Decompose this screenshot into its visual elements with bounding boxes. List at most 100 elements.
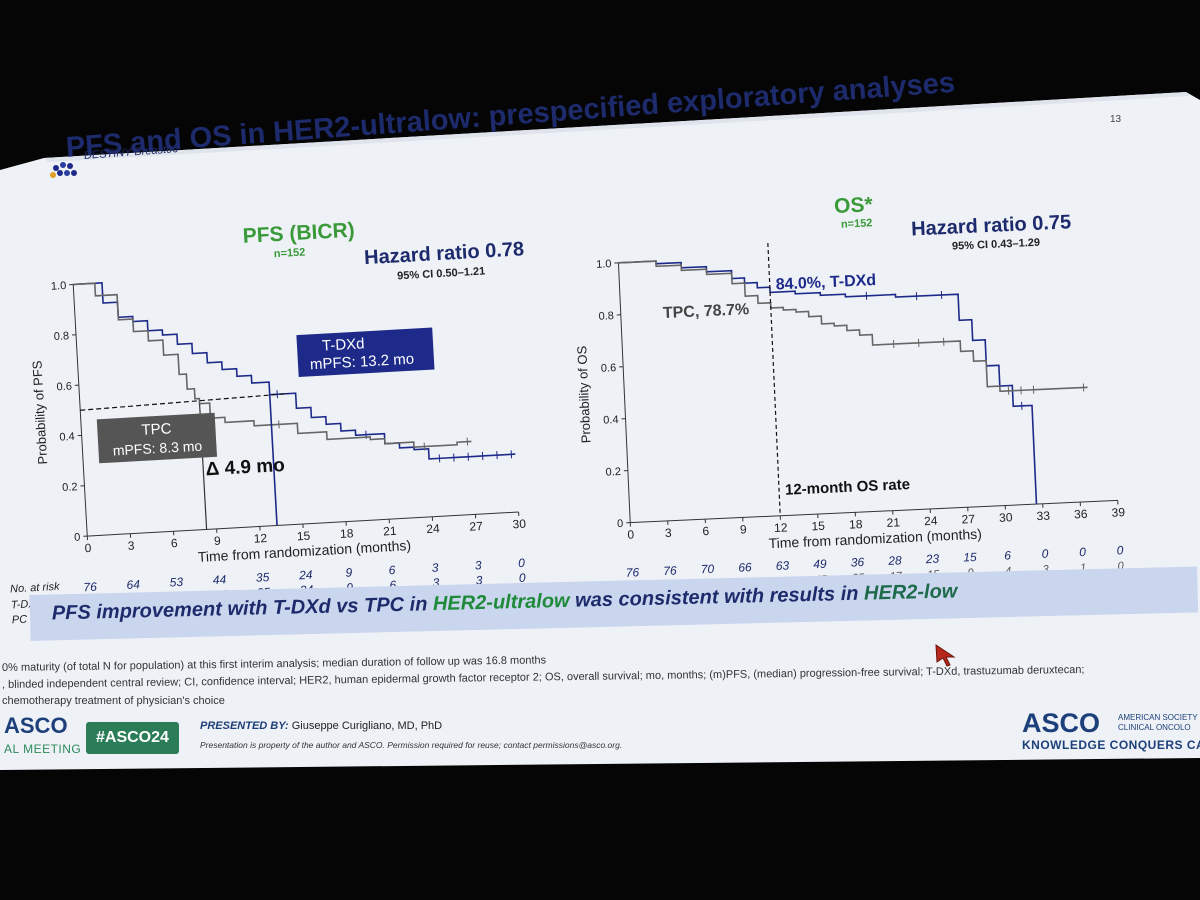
pfs-median-line bbox=[80, 392, 289, 411]
pfs-x-tick-label: 15 bbox=[297, 529, 311, 544]
os-at-risk-tdxd-value: 76 bbox=[663, 564, 677, 579]
os-at-risk-tpc-value: 1 bbox=[1080, 562, 1087, 574]
os-series-tpc bbox=[618, 260, 1088, 393]
os-tdxd-rate: 84.0%, T-DXd bbox=[775, 272, 876, 294]
pfs-tdxd-box-line2: mPFS: 13.2 mo bbox=[310, 351, 415, 374]
pfs-at-risk-value: 24 bbox=[298, 568, 313, 583]
asco-logo-right: ASCO bbox=[1022, 708, 1101, 738]
os-x-tick-label: 21 bbox=[886, 515, 900, 530]
os-ci: 95% CI 0.43–1.29 bbox=[952, 237, 1041, 253]
pfs-x-tick-label: 24 bbox=[426, 521, 440, 536]
os-x-tick-label: 9 bbox=[740, 522, 748, 536]
os-at-risk-tdxd-value: 76 bbox=[626, 565, 640, 580]
os-title: OS* bbox=[834, 193, 874, 218]
pfs-x-tick-label: 6 bbox=[170, 536, 178, 550]
os-y-axis-label: Probability of OS bbox=[574, 345, 593, 443]
os-at-risk-tdxd-value: 36 bbox=[851, 555, 865, 570]
os-x-tick-label: 18 bbox=[849, 517, 863, 532]
os-at-risk-tdxd-value: 0 bbox=[1079, 545, 1087, 559]
os-x-tick-label: 33 bbox=[1036, 509, 1050, 524]
os-at-risk-tdxd-value: 70 bbox=[701, 562, 715, 577]
pfs-hazard-ratio: Hazard ratio 0.78 bbox=[364, 238, 525, 269]
os-n: n=152 bbox=[841, 217, 873, 230]
os-hazard-ratio: Hazard ratio 0.75 bbox=[911, 211, 1072, 240]
os-at-risk-tpc-value: 3 bbox=[1042, 564, 1050, 576]
pfs-at-risk-value: 3 bbox=[475, 558, 483, 572]
pfs-at-risk-tdxd-value: 6 bbox=[389, 578, 397, 592]
pfs-at-risk-value: 9 bbox=[345, 565, 353, 579]
pfs-n: n=152 bbox=[273, 246, 305, 260]
pfs-at-risk-header: No. at risk bbox=[10, 581, 61, 596]
pfs-at-risk-tdxd-value: 3 bbox=[475, 573, 483, 587]
os-y-tick-label: 0.2 bbox=[605, 466, 621, 479]
pfs-tdxd-median-drop bbox=[268, 394, 278, 526]
pfs-series-tpc bbox=[73, 282, 472, 448]
pfs-delta: Δ 4.9 mo bbox=[205, 455, 285, 480]
os-x-tick-label: 0 bbox=[627, 527, 635, 541]
pfs-at-risk-value: 76 bbox=[83, 580, 97, 595]
pfs-x-tick-label: 21 bbox=[383, 524, 397, 539]
pfs-tpc-box bbox=[96, 412, 218, 464]
asco-sub-line1: AMERICAN SOCIETY bbox=[1118, 713, 1198, 722]
os-x-tick-label: 30 bbox=[999, 510, 1013, 525]
pfs-x-tick-label: 9 bbox=[214, 534, 222, 548]
os-series-tdxd bbox=[618, 260, 1038, 505]
os-y-tick-label: 1.0 bbox=[596, 258, 612, 271]
pfs-x-tick-label: 27 bbox=[469, 519, 483, 534]
os-y-axis bbox=[617, 262, 631, 523]
os-y-tick-label: 0 bbox=[617, 518, 624, 530]
os-rate-label: 12-month OS rate bbox=[785, 476, 911, 499]
asco-logo-left: ASCO bbox=[4, 713, 68, 738]
pfs-y-tick-label: 0.4 bbox=[59, 431, 75, 444]
destiny-logo-icon bbox=[50, 162, 77, 178]
pfs-at-risk-value: 0 bbox=[518, 556, 526, 570]
os-12month-line bbox=[767, 243, 781, 516]
pfs-at-risk-value: 6 bbox=[388, 563, 396, 577]
os-x-tick-label: 27 bbox=[961, 512, 975, 527]
os-y-tick-label: 0.8 bbox=[598, 310, 614, 323]
banner-part2: HER2-ultralow bbox=[432, 589, 570, 616]
os-at-risk-tdxd-value: 66 bbox=[738, 560, 752, 575]
pfs-tdxd-box bbox=[296, 327, 435, 378]
pfs-y-tick-label: 0.8 bbox=[53, 330, 69, 343]
os-at-risk-tdxd-value: 6 bbox=[1004, 548, 1012, 562]
os-x-tick-label: 24 bbox=[924, 514, 938, 529]
banner-background bbox=[29, 566, 1199, 641]
pfs-at-risk-value: 64 bbox=[126, 577, 140, 592]
os-at-risk-tdxd-value: 0 bbox=[1116, 543, 1124, 557]
os-x-tick-label: 15 bbox=[811, 519, 825, 534]
os-x-axis-label: Time from randomization (months) bbox=[768, 526, 982, 552]
pfs-ci: 95% CI 0.50–1.21 bbox=[397, 265, 486, 282]
presenter-name: Giuseppe Curigliano, MD, PhD bbox=[291, 720, 443, 732]
hashtag-badge: #ASCO24 bbox=[86, 722, 179, 754]
footnote-3: chemotherapy treatment of physician's ch… bbox=[2, 695, 225, 707]
os-x-tick-label: 39 bbox=[1111, 505, 1125, 520]
pfs-x-tick-label: 30 bbox=[512, 517, 526, 532]
pfs-at-risk-value: 44 bbox=[212, 572, 226, 587]
pfs-at-risk-tpc-label: PC bbox=[12, 614, 28, 627]
presented-by-label: PRESENTED BY: bbox=[200, 720, 289, 732]
asco-right-subtitle: AMERICAN SOCIETY CLINICAL ONCOLO bbox=[1118, 713, 1198, 733]
page-number: 13 bbox=[1110, 114, 1122, 125]
os-tpc-rate: TPC, 78.7% bbox=[663, 301, 750, 322]
property-note: Presentation is property of the author a… bbox=[200, 740, 623, 750]
pfs-tdxd-box-line1: T-DXd bbox=[322, 335, 365, 354]
pfs-y-tick-label: 1.0 bbox=[51, 280, 67, 293]
pfs-y-tick-label: 0.6 bbox=[56, 381, 72, 394]
os-y-tick-label: 0.6 bbox=[601, 362, 617, 375]
os-at-risk-tpc-value: 0 bbox=[1117, 560, 1125, 572]
pfs-x-tick-label: 18 bbox=[340, 526, 354, 541]
os-chart: 0 3 6 9 12 15 18 21 24 27 30 33 36 3900.20.40.60.81.0… bbox=[574, 193, 1125, 595]
pfs-x-tick-label: 3 bbox=[127, 538, 135, 552]
asco-sub-line2: CLINICAL ONCOLO bbox=[1118, 723, 1191, 732]
pfs-x-tick-label: 0 bbox=[84, 541, 92, 555]
os-at-risk-tdxd-value: 23 bbox=[925, 552, 940, 567]
pfs-at-risk-tdxd-value: 3 bbox=[432, 575, 440, 589]
pfs-tpc-box-line2: mPFS: 8.3 mo bbox=[112, 438, 202, 459]
pfs-title: PFS (BICR) bbox=[242, 219, 355, 248]
os-x-tick-label: 3 bbox=[665, 526, 673, 540]
pfs-at-risk-tdxd-value: 0 bbox=[519, 571, 527, 585]
